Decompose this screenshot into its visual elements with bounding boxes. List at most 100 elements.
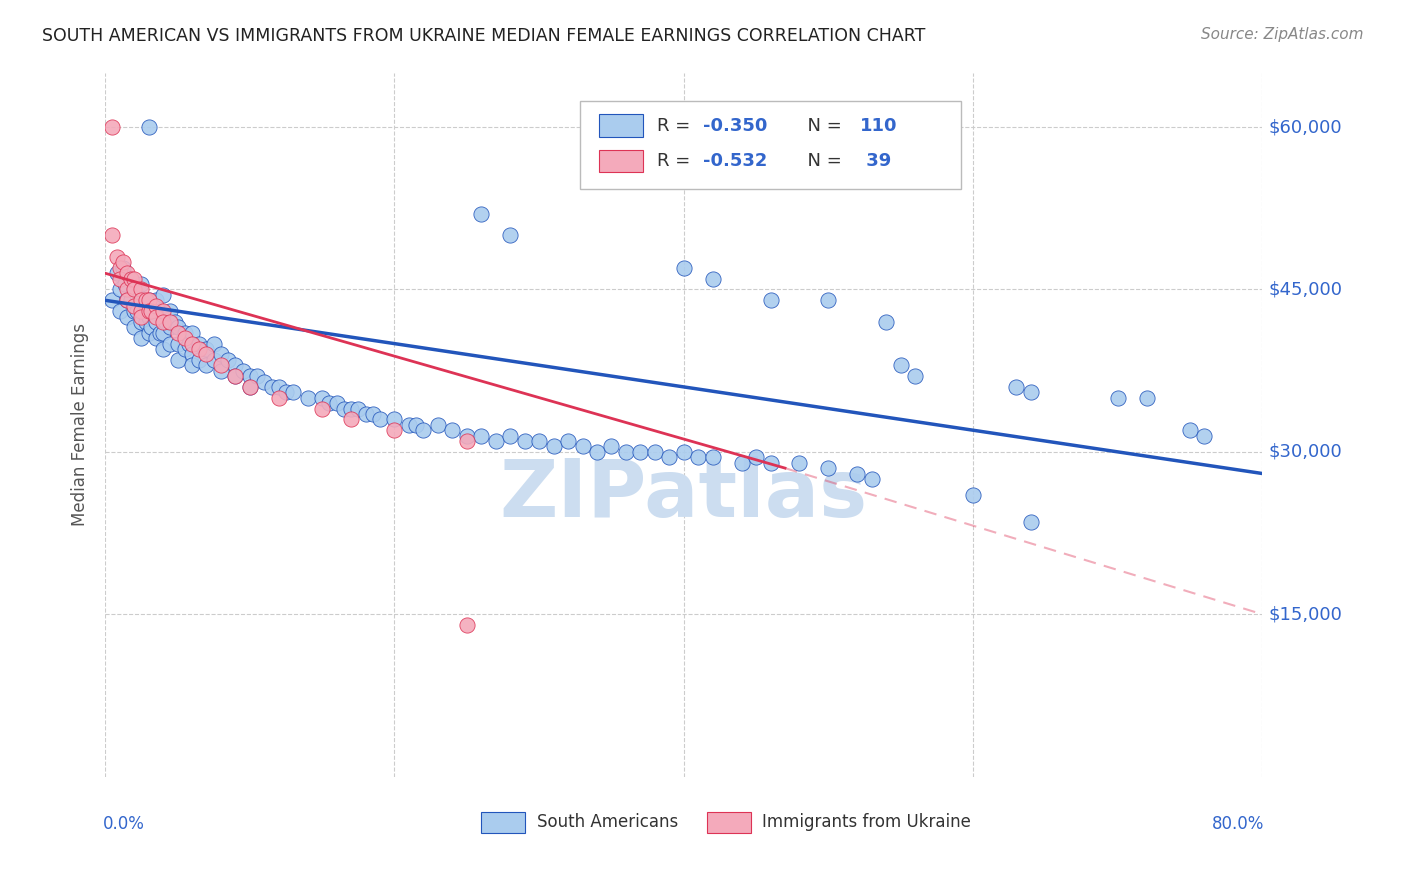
Point — [122, 320, 145, 334]
Point — [239, 380, 262, 394]
Point — [470, 428, 492, 442]
Point — [138, 120, 160, 134]
Text: South Americans: South Americans — [537, 814, 678, 831]
Point — [202, 336, 225, 351]
Point — [456, 618, 478, 632]
Point — [166, 336, 188, 351]
Text: N =: N = — [796, 152, 848, 170]
Point — [120, 271, 142, 285]
Point — [135, 299, 157, 313]
Point — [115, 266, 138, 280]
Text: Immigrants from Ukraine: Immigrants from Ukraine — [762, 814, 972, 831]
Point — [108, 283, 131, 297]
Point — [131, 293, 153, 308]
Point — [297, 391, 319, 405]
Point — [340, 412, 363, 426]
Point — [115, 310, 138, 324]
Point — [131, 310, 153, 324]
Point — [456, 428, 478, 442]
Point — [101, 293, 124, 308]
Point — [253, 375, 276, 389]
Text: R =: R = — [657, 152, 696, 170]
Point — [1136, 391, 1159, 405]
Point — [860, 472, 883, 486]
Point — [131, 293, 153, 308]
Point — [456, 434, 478, 448]
Text: Source: ZipAtlas.com: Source: ZipAtlas.com — [1201, 27, 1364, 42]
Point — [111, 260, 134, 275]
Point — [145, 315, 167, 329]
Text: -0.350: -0.350 — [703, 117, 768, 135]
Point — [181, 358, 204, 372]
Point — [485, 434, 508, 448]
Text: $30,000: $30,000 — [1268, 442, 1341, 461]
Point — [224, 358, 246, 372]
Point — [122, 283, 145, 297]
Text: 39: 39 — [859, 152, 891, 170]
Text: 110: 110 — [859, 117, 897, 135]
Point — [155, 315, 177, 329]
Point — [962, 488, 984, 502]
Point — [173, 326, 195, 340]
Text: 0.0%: 0.0% — [103, 815, 145, 833]
Point — [1019, 385, 1042, 400]
Point — [188, 352, 211, 367]
Point — [141, 304, 163, 318]
Point — [152, 315, 174, 329]
Point — [318, 396, 340, 410]
Point — [131, 283, 153, 297]
Point — [557, 434, 579, 448]
Point — [101, 120, 124, 134]
Point — [846, 467, 869, 481]
Text: $45,000: $45,000 — [1268, 280, 1343, 299]
Point — [527, 434, 550, 448]
Point — [138, 326, 160, 340]
Point — [311, 391, 333, 405]
Point — [149, 326, 172, 340]
Point — [672, 445, 695, 459]
Point — [114, 277, 136, 291]
Point — [115, 293, 138, 308]
Point — [658, 450, 681, 465]
FancyBboxPatch shape — [579, 101, 962, 189]
Point — [101, 228, 124, 243]
Point — [138, 293, 160, 308]
Point — [789, 456, 811, 470]
Point — [217, 352, 239, 367]
Point — [188, 342, 211, 356]
Point — [195, 342, 218, 356]
Point — [499, 228, 522, 243]
Point — [209, 364, 232, 378]
Point — [224, 369, 246, 384]
Point — [152, 326, 174, 340]
Point — [702, 271, 724, 285]
Point — [412, 423, 434, 437]
Point — [1194, 428, 1216, 442]
Point — [274, 385, 297, 400]
Point — [195, 358, 218, 372]
Text: $60,000: $60,000 — [1268, 118, 1341, 136]
Point — [232, 364, 254, 378]
Point — [138, 310, 160, 324]
Point — [188, 336, 211, 351]
Point — [138, 304, 160, 318]
Point — [125, 304, 148, 318]
Point — [817, 461, 839, 475]
Point — [543, 440, 565, 454]
Point — [354, 407, 377, 421]
Point — [122, 299, 145, 313]
Point — [224, 369, 246, 384]
Point — [122, 304, 145, 318]
Point — [122, 283, 145, 297]
Point — [405, 417, 427, 432]
Point — [384, 423, 406, 437]
Point — [702, 450, 724, 465]
Point — [131, 331, 153, 345]
Point — [120, 293, 142, 308]
Point — [141, 304, 163, 318]
Point — [115, 283, 138, 297]
Text: $15,000: $15,000 — [1268, 606, 1341, 624]
Point — [759, 456, 782, 470]
Point — [1178, 423, 1201, 437]
Point — [163, 315, 186, 329]
